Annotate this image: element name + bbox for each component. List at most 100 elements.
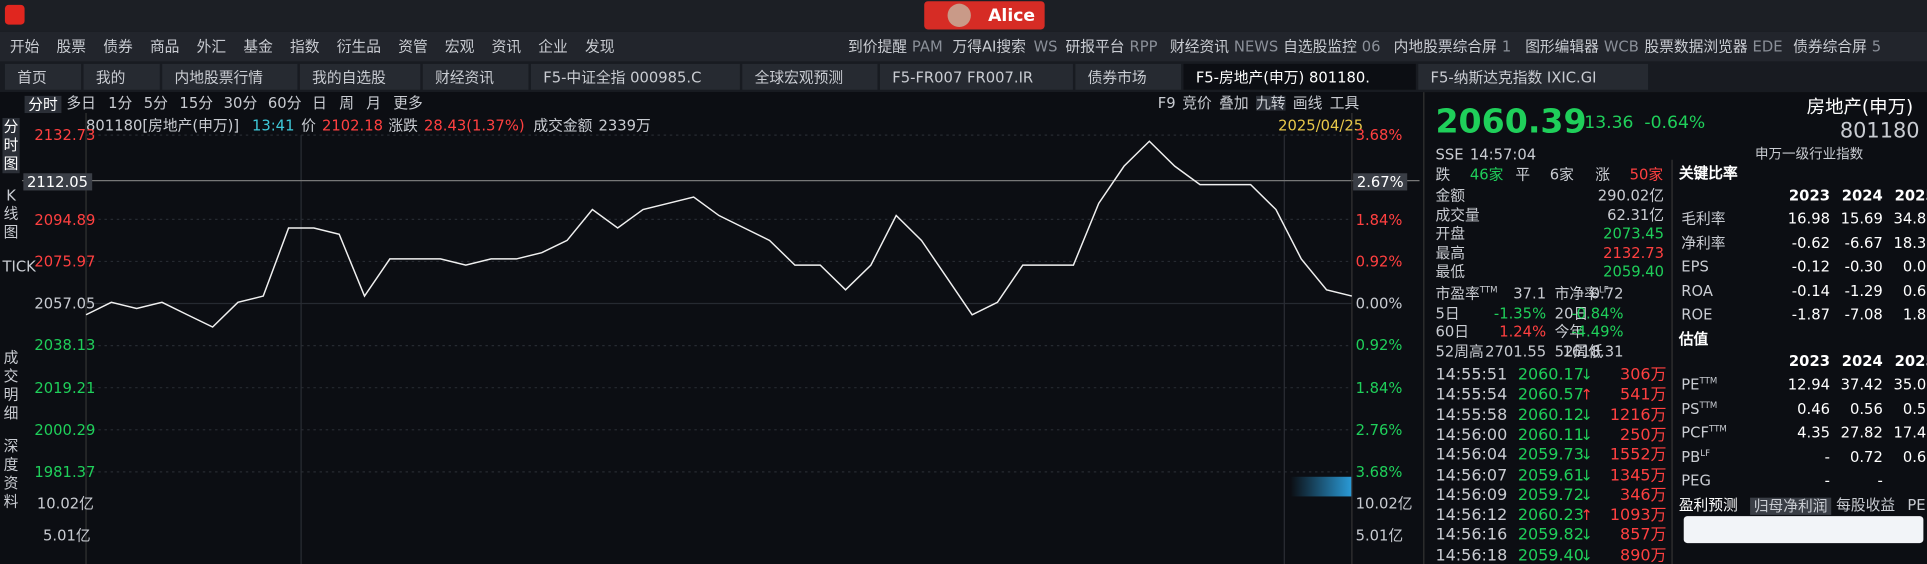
tool-button[interactable]: 工具 — [1329, 94, 1360, 112]
shortcut-code[interactable]: 5 — [1871, 38, 1882, 56]
menu-item[interactable]: 股票 — [56, 38, 87, 56]
tab[interactable] — [1183, 63, 1416, 90]
tool-button[interactable]: F9 — [1157, 94, 1176, 112]
tick-time: 14:56:09 — [1435, 486, 1508, 505]
shortcut-code[interactable]: WCB — [1603, 38, 1639, 56]
side-tab[interactable]: TICK — [2, 258, 36, 276]
tab[interactable] — [879, 63, 1073, 90]
tab-label[interactable]: F5-纳斯达克指数 IXIC.GI — [1430, 68, 1597, 87]
period-button[interactable]: 30分 — [223, 94, 258, 112]
menu-item[interactable]: 外汇 — [196, 38, 227, 56]
menu-item[interactable]: 衍生品 — [336, 38, 382, 56]
shortcut[interactable]: 到价提醒 — [848, 38, 908, 56]
tab-label[interactable]: 内地股票行情 — [174, 68, 264, 87]
row-label: PSTTM — [1681, 399, 1718, 418]
tab[interactable] — [422, 63, 529, 90]
period-button[interactable]: 分时 — [24, 95, 62, 114]
shortcut[interactable]: 图形编辑器 — [1525, 38, 1599, 56]
app-logo[interactable] — [4, 4, 25, 25]
stat-value: 2132.73 — [1603, 243, 1665, 262]
change-pct: -0.64% — [1644, 113, 1706, 133]
shortcut-code[interactable]: 06 — [1361, 38, 1381, 56]
stat-label: 金额 — [1435, 186, 1465, 204]
tab-label[interactable]: 财经资讯 — [435, 68, 495, 87]
tab[interactable] — [1418, 63, 1649, 90]
shortcut-code[interactable]: 1 — [1501, 38, 1512, 56]
shortcut[interactable]: 股票数据浏览器 — [1644, 38, 1748, 56]
shortcut[interactable]: 债券综合屏 — [1793, 38, 1867, 56]
side-tab[interactable]: 分时图 — [2, 117, 20, 174]
menu-item[interactable]: 商品 — [149, 38, 180, 56]
divider — [1671, 159, 1673, 564]
period-button[interactable]: 周 — [339, 94, 354, 112]
tab[interactable] — [83, 63, 160, 90]
shortcut[interactable]: 万得AI搜索 — [952, 38, 1026, 56]
forecast-tab[interactable]: 每股收益 — [1836, 496, 1896, 514]
shortcut[interactable]: 研报平台 — [1065, 38, 1125, 56]
menu-item[interactable]: 债券 — [103, 38, 133, 56]
breadth-value: 6家 — [1549, 165, 1574, 184]
menu-item[interactable]: 开始 — [9, 38, 40, 56]
tool-button[interactable]: 竞价 — [1182, 94, 1212, 112]
shortcut[interactable]: 自选股监控 — [1283, 38, 1357, 56]
period-button[interactable]: 15分 — [179, 94, 213, 112]
tab[interactable] — [742, 63, 878, 90]
forecast-tab[interactable]: 盈利预测 — [1678, 496, 1738, 514]
tool-button[interactable]: 叠加 — [1219, 94, 1249, 112]
pct-tick-label: 0.92% — [1355, 336, 1403, 355]
tab-label[interactable]: 我的 — [95, 68, 126, 87]
shortcut-code[interactable]: NEWS — [1233, 38, 1279, 56]
period-button[interactable]: 60分 — [267, 94, 302, 112]
tick-price: 2059.73 — [1517, 446, 1584, 465]
shortcut[interactable]: 内地股票综合屏 — [1393, 38, 1497, 56]
period-button[interactable]: 1分 — [108, 94, 133, 112]
forecast-tab[interactable]: PE — [1907, 496, 1926, 514]
tick-direction: ↑ — [1580, 386, 1593, 404]
period-button[interactable]: 月 — [366, 94, 382, 112]
menu-item[interactable]: 指数 — [290, 38, 320, 56]
menu-item[interactable]: 资讯 — [491, 38, 522, 56]
side-tab[interactable]: 深度资料 — [3, 437, 19, 510]
tick-direction: ↓ — [1580, 446, 1593, 464]
forecast-tab[interactable]: 归母净利润 — [1750, 497, 1832, 515]
tick-direction: ↓ — [1580, 486, 1593, 504]
tab-label[interactable]: 债券市场 — [1087, 68, 1147, 87]
period-button[interactable]: 多日 — [66, 94, 96, 112]
period-button[interactable]: 日 — [312, 94, 327, 112]
menu-bar — [0, 31, 1927, 62]
user-badge[interactable] — [924, 1, 1045, 30]
tab-label[interactable]: 我的自选股 — [312, 68, 386, 87]
tab-label[interactable]: F5-房地产(申万) 801180. — [1195, 68, 1370, 87]
period-button[interactable]: 5分 — [143, 94, 168, 112]
tab-label[interactable]: 全球宏观预测 — [754, 68, 844, 87]
menu-item[interactable]: 企业 — [538, 38, 568, 56]
tab[interactable] — [530, 63, 740, 90]
shortcut[interactable]: 财经资讯 — [1170, 38, 1230, 56]
tick-time: 14:55:58 — [1435, 406, 1508, 425]
tool-button[interactable]: 画线 — [1292, 94, 1323, 112]
avatar — [947, 3, 971, 28]
floating-widget[interactable] — [1290, 476, 1352, 497]
tab-label[interactable]: F5-FR007 FR007.IR — [892, 68, 1034, 87]
shortcut-code[interactable]: EDE — [1752, 38, 1783, 56]
tool-button[interactable]: 九转 — [1256, 94, 1286, 112]
menu-item[interactable]: 资管 — [398, 38, 428, 56]
shortcut-code[interactable]: RPP — [1129, 38, 1158, 56]
shortcut-code[interactable]: PAM — [911, 38, 943, 56]
tick-volume: 541万 — [1620, 386, 1667, 405]
menu-item[interactable]: 发现 — [585, 38, 615, 56]
period-button[interactable]: 更多 — [393, 94, 423, 112]
tick-price: 2060.57 — [1517, 386, 1584, 405]
tab[interactable] — [4, 63, 82, 90]
shortcut-code[interactable]: WS — [1033, 38, 1058, 56]
pair-value: 1.24% — [1499, 323, 1547, 341]
menu-item[interactable]: 基金 — [243, 38, 273, 56]
menu-item[interactable]: 宏观 — [444, 38, 475, 56]
tab-label[interactable]: 首页 — [17, 68, 47, 87]
tab[interactable] — [1075, 63, 1182, 90]
tab[interactable] — [299, 63, 421, 90]
tab-label[interactable]: F5-中证全指 000985.C — [543, 68, 702, 87]
tab[interactable] — [162, 63, 298, 90]
side-tab[interactable]: K线图 — [3, 186, 19, 241]
side-tab[interactable]: 成交明细 — [3, 348, 19, 422]
